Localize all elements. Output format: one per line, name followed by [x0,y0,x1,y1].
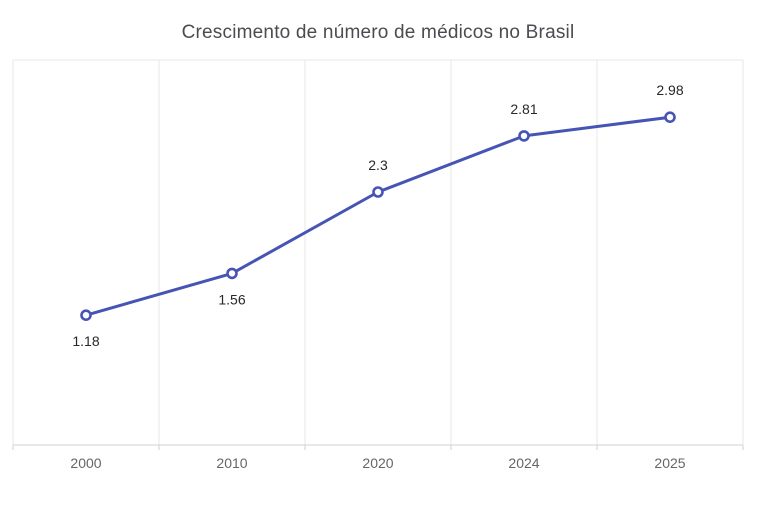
data-point-marker [226,267,238,280]
trend-line [84,115,672,317]
data-point-label: 2.81 [510,101,537,117]
data-point-marker [518,130,530,142]
data-point-marker [664,111,676,123]
data-point-marker [372,186,384,198]
data-point-label: 1.56 [218,291,245,307]
data-point-marker [80,309,92,322]
x-tick-label: 2010 [216,455,247,471]
x-tick-label: 2020 [362,455,393,471]
chart-title: Crescimento de número de médicos no Bras… [181,22,575,43]
x-tick-label: 2024 [508,455,539,471]
x-tick-label: 2025 [654,455,685,471]
data-point-label: 2.98 [656,82,683,98]
x-tick-label: 2000 [70,455,101,471]
data-point-label: 1.18 [72,333,99,349]
data-point-label: 2.3 [368,157,388,173]
